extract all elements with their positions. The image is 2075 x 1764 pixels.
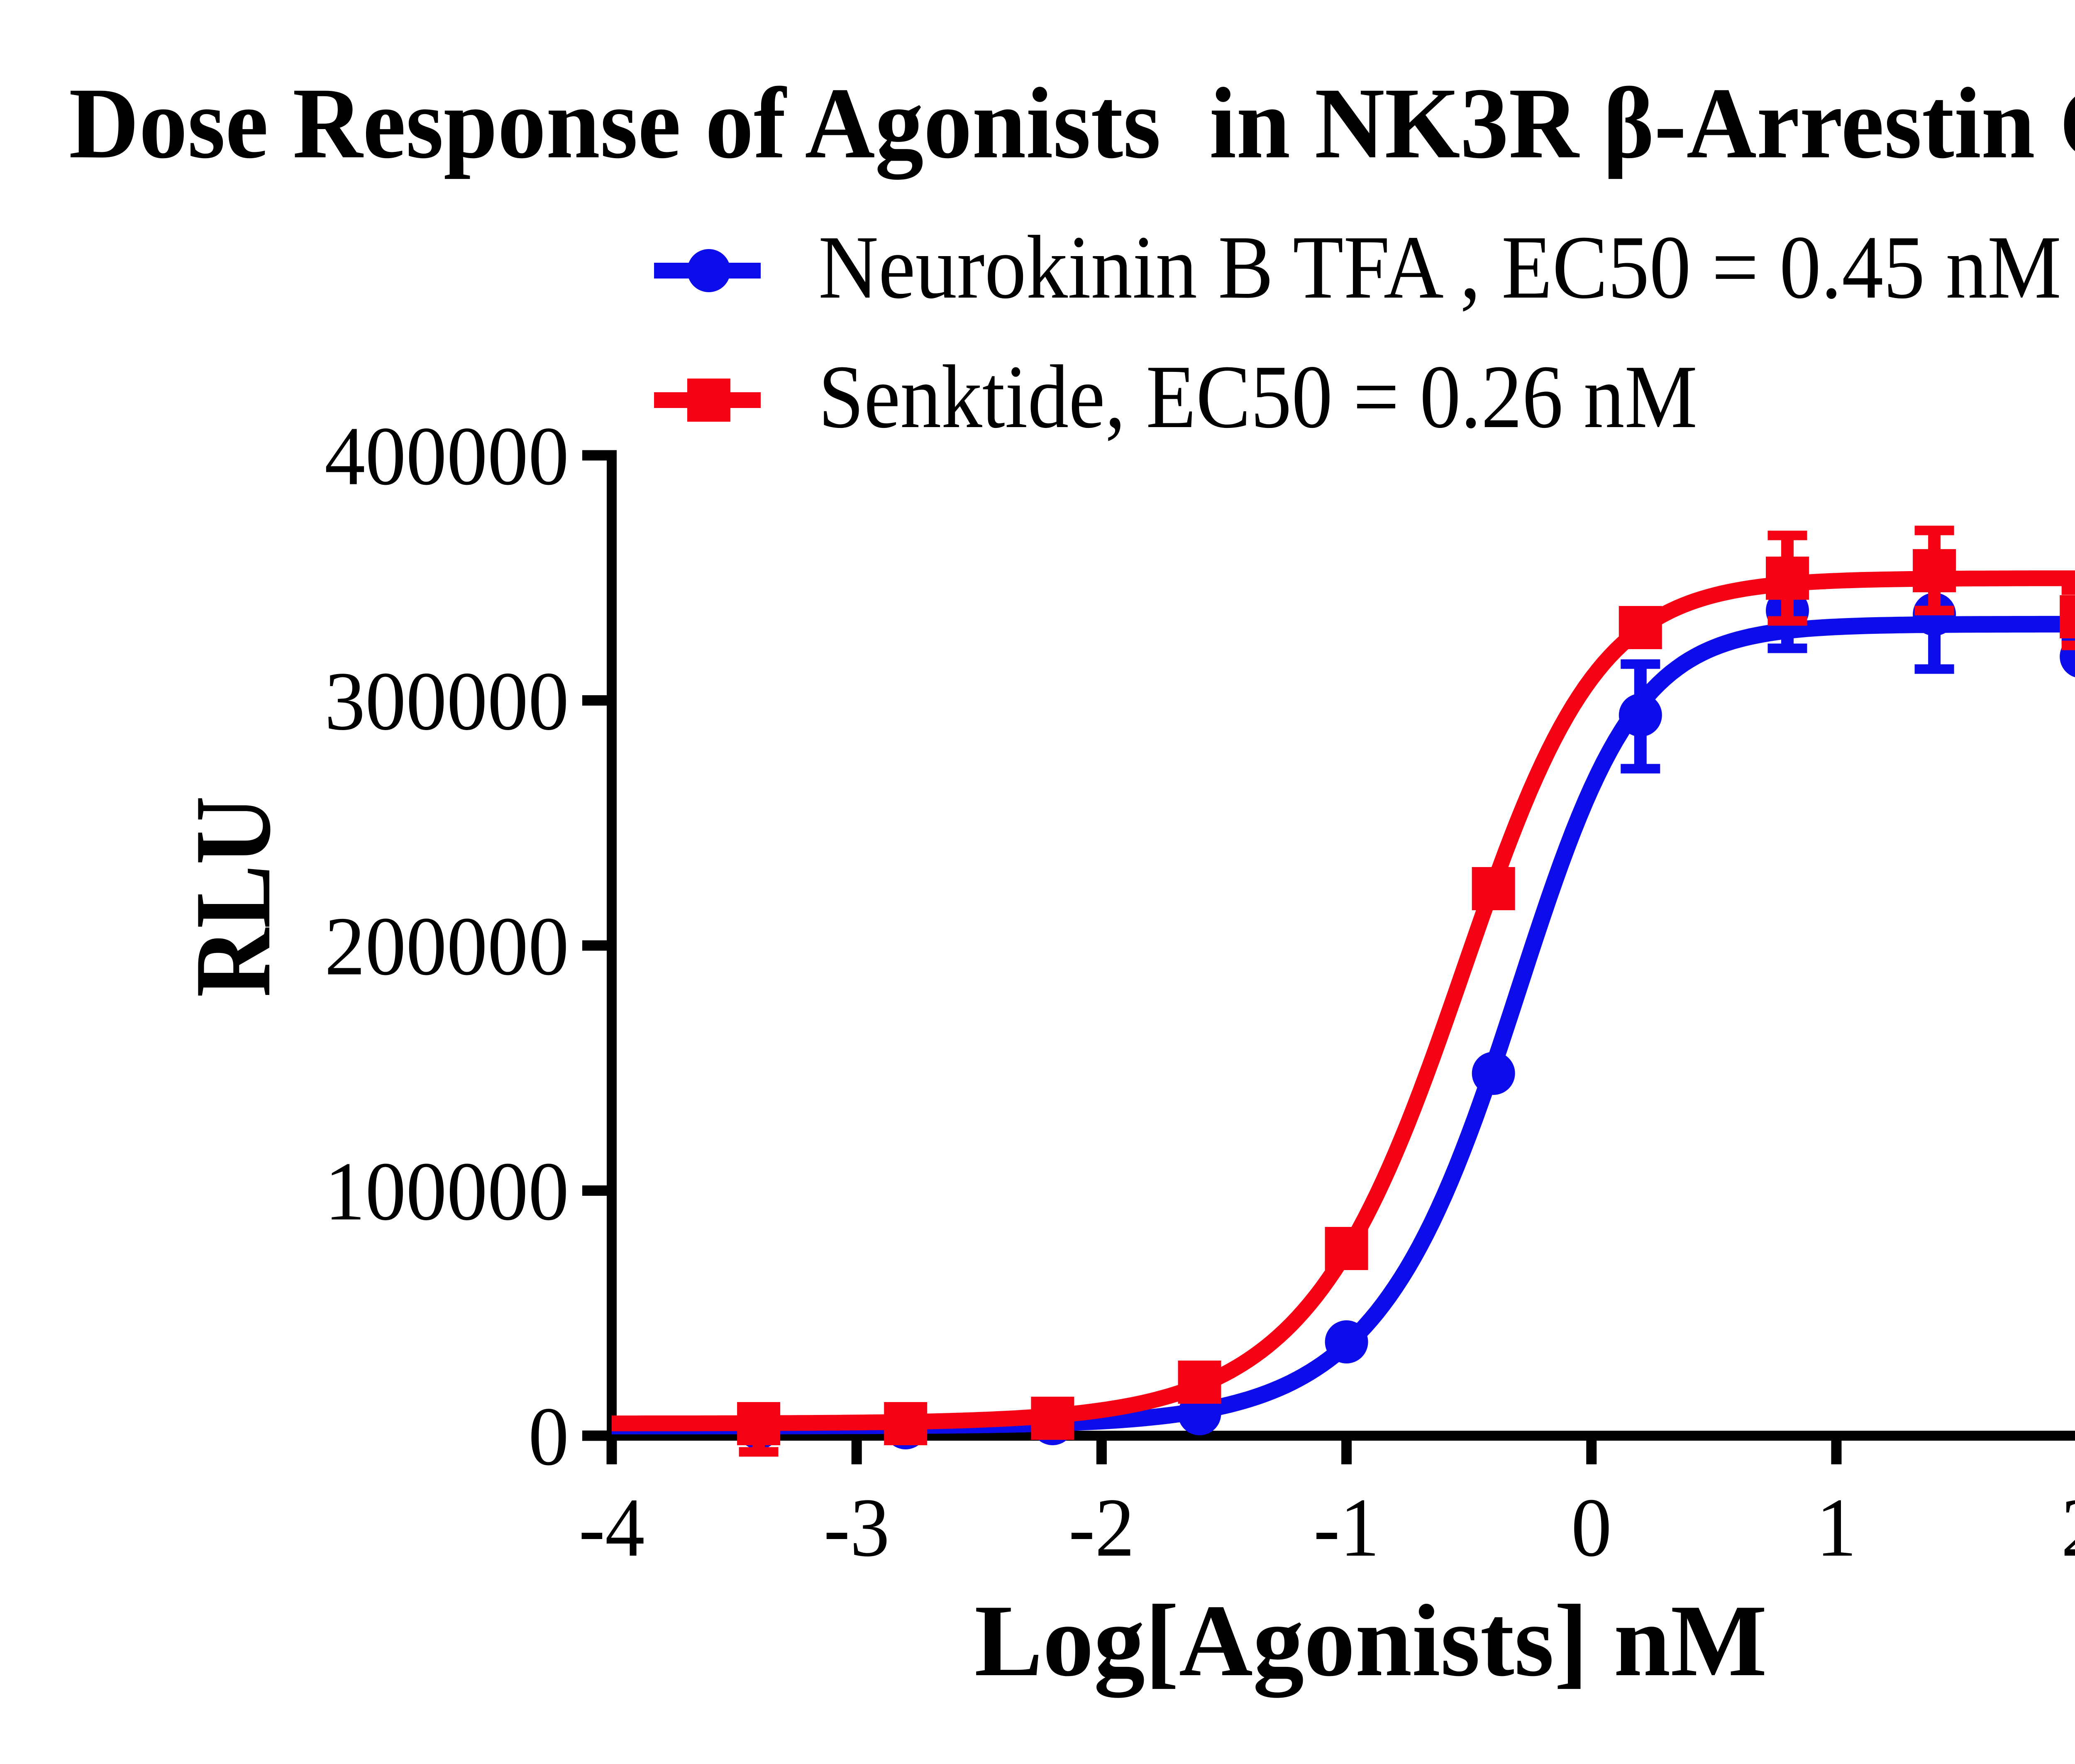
svg-text:Log[Agonists] nM: Log[Agonists] nM <box>974 1583 1767 1698</box>
svg-text:-3: -3 <box>824 1481 890 1574</box>
svg-text:400000: 400000 <box>325 410 569 503</box>
svg-text:-2: -2 <box>1069 1481 1135 1574</box>
svg-text:-4: -4 <box>579 1481 645 1574</box>
svg-text:0: 0 <box>1571 1481 1612 1574</box>
svg-text:RLU: RLU <box>173 796 293 997</box>
svg-text:300000: 300000 <box>325 655 569 748</box>
svg-text:200000: 200000 <box>325 900 569 993</box>
svg-text:-1: -1 <box>1313 1481 1379 1574</box>
svg-text:100000: 100000 <box>325 1145 569 1238</box>
svg-text:Neurokinin B TFA , EC50 = 0.45: Neurokinin B TFA , EC50 = 0.45 nM <box>818 217 2061 318</box>
svg-text:2: 2 <box>2061 1481 2075 1574</box>
svg-text:Senktide, EC50 = 0.26 nM: Senktide, EC50 = 0.26 nM <box>818 347 1697 447</box>
svg-text:1: 1 <box>1816 1481 1857 1574</box>
svg-text:0: 0 <box>528 1390 569 1483</box>
svg-text:Dose Response of Agonists in: Dose Response of Agonists in NK3R β-Arre… <box>69 67 2075 180</box>
